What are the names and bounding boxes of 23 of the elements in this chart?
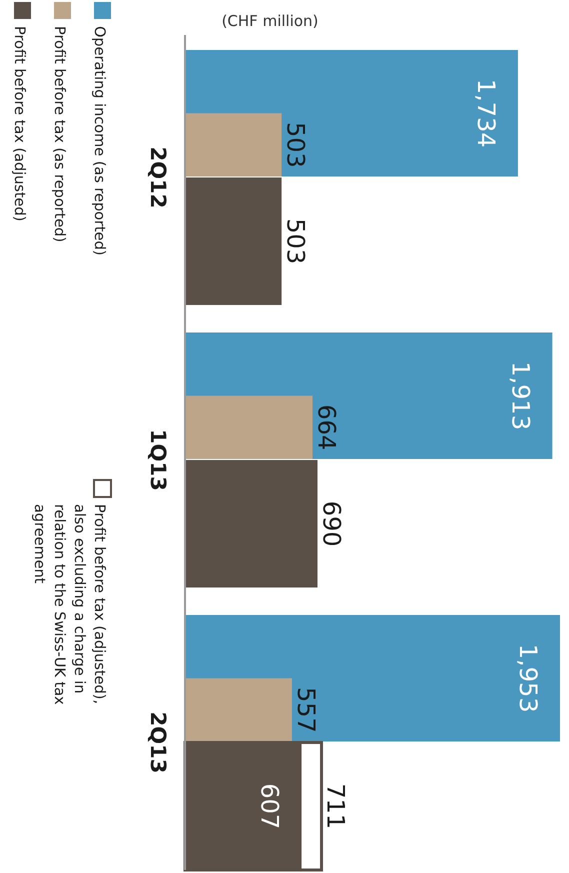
bar [185,678,292,742]
legend-label: Profit before tax (adjusted), also excluding a charge in relation to the Swiss-UK tax agreement [31,504,107,706]
bar [185,178,282,305]
data-label: 1,734 [472,78,500,148]
data-label: 690 [317,500,346,547]
y-tick-label: 2Q13 [146,712,170,774]
legend-label: Profit before tax (adjusted) [11,26,27,222]
bar [185,396,312,459]
data-label: 711 [322,783,350,830]
y-tick-label: 2Q12 [146,146,170,208]
y-axis-title: (CHF million) [222,12,318,30]
data-label: 557 [292,686,320,733]
data-label: 503 [282,122,310,168]
data-label: 1,953 [514,644,542,713]
data-label: 607 [256,783,284,830]
data-label: 664 [312,404,340,450]
legend-label: Operating income (as reported) [91,26,107,256]
bar [185,460,318,588]
legend-label: Profit before tax (as reported) [51,26,67,242]
data-label: 503 [282,218,310,264]
y-tick-label: 1Q13 [146,429,170,491]
bar [185,113,282,176]
data-label: 1,913 [506,361,534,430]
